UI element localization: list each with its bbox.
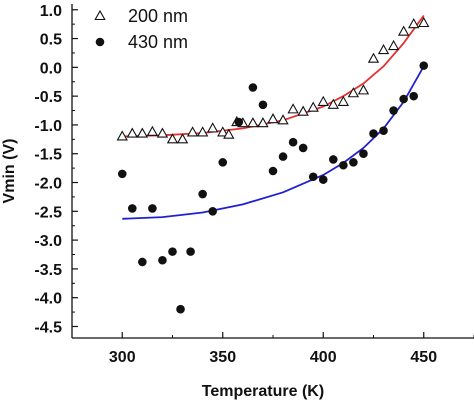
data-point-430nm (318, 175, 328, 184)
y-tick-label: -2.5 (34, 204, 62, 221)
fit-curve-430nm (122, 65, 425, 220)
data-point-430nm (268, 166, 278, 176)
data-point-430nm (258, 100, 268, 110)
legend-marker-200nm (94, 9, 106, 21)
y-tick-label: 0.5 (40, 32, 62, 49)
data-point-430nm (399, 94, 408, 104)
data-point-430nm (349, 158, 358, 167)
axes: 1.0 0.5 0.0 -0.5 -1.0 -1.5 -2.0 -2.5 -3.0 -3.5 -4.… (34, 3, 474, 366)
x-tick-label: 350 (209, 349, 236, 366)
data-point-430nm (409, 91, 419, 101)
data-point-200nm (186, 126, 199, 137)
data-point-430nm (158, 255, 167, 265)
data-point-200nm (156, 127, 169, 138)
data-point-430nm (198, 189, 207, 199)
data-point-200nm (136, 127, 149, 138)
x-tick-label: 450 (410, 349, 437, 366)
data-point-430nm (234, 117, 244, 127)
legend-label-200nm: 200 nm (128, 6, 188, 26)
data-point-200nm (408, 18, 420, 29)
data-point-200nm (116, 130, 128, 141)
data-point-430nm (308, 172, 318, 182)
data-point-200nm (176, 133, 189, 144)
data-points (116, 16, 430, 314)
data-point-200nm (166, 133, 179, 144)
x-axis-title: Temperature (K) (202, 383, 324, 400)
data-point-430nm (339, 160, 348, 170)
data-point-430nm (148, 204, 157, 213)
data-point-430nm (218, 158, 228, 167)
data-point-430nm (176, 304, 185, 314)
x-tick-label: 400 (310, 349, 337, 366)
data-point-430nm (288, 137, 298, 147)
data-point-200nm (337, 95, 350, 106)
data-point-430nm (186, 247, 195, 256)
data-point-200nm (146, 125, 159, 136)
data-point-200nm (126, 127, 138, 138)
legend-label-430nm: 430 nm (128, 32, 188, 52)
y-tick-label: 1.0 (40, 3, 62, 20)
data-point-430nm (248, 83, 258, 92)
data-point-430nm (208, 207, 217, 216)
data-point-430nm (329, 155, 338, 164)
data-point-200nm (387, 39, 400, 51)
data-point-430nm (389, 106, 398, 115)
y-tick-label: -4.5 (34, 319, 62, 336)
data-point-430nm (168, 247, 177, 256)
legend: 200 nm 430 nm (94, 6, 188, 52)
data-point-200nm (196, 126, 209, 137)
data-point-200nm (347, 87, 360, 98)
data-point-200nm (257, 117, 269, 128)
y-axis-title: Vmin (V) (1, 139, 18, 204)
data-point-200nm (307, 101, 319, 112)
data-point-200nm (367, 52, 380, 63)
data-point-200nm (397, 25, 410, 36)
data-point-430nm (379, 126, 388, 135)
data-point-430nm (128, 204, 137, 213)
y-tick-label: -3.0 (34, 233, 62, 250)
data-point-200nm (223, 128, 235, 139)
data-point-200nm (377, 43, 390, 55)
legend-marker-430nm (95, 37, 105, 47)
data-point-200nm (297, 105, 309, 116)
data-point-200nm (217, 126, 229, 137)
data-point-430nm (278, 152, 288, 161)
data-point-430nm (419, 61, 429, 70)
y-tick-label: 0.0 (40, 60, 62, 77)
data-point-430nm (298, 143, 308, 153)
data-point-430nm (369, 129, 378, 138)
data-point-200nm (277, 114, 289, 125)
data-point-200nm (327, 98, 339, 109)
x-tick-label: 300 (109, 349, 136, 366)
data-point-200nm (247, 117, 259, 128)
y-tick-label: -1.0 (34, 118, 62, 135)
data-point-200nm (267, 113, 279, 124)
data-point-430nm (138, 257, 147, 267)
y-tick-label: -1.5 (34, 147, 62, 164)
y-tick-label: -3.5 (34, 262, 62, 279)
data-point-200nm (357, 84, 370, 95)
data-point-200nm (317, 95, 329, 106)
data-point-200nm (207, 122, 219, 133)
data-point-200nm (418, 16, 430, 28)
y-tick-label: -0.5 (34, 89, 62, 106)
y-tick-label: -2.0 (34, 176, 62, 193)
data-point-200nm (287, 103, 299, 114)
y-tick-label: -4.0 (34, 291, 62, 308)
data-point-430nm (359, 149, 368, 159)
data-point-430nm (117, 169, 127, 179)
